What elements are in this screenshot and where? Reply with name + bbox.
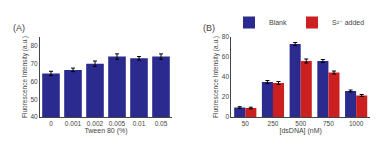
svg-text:1000: 1000 xyxy=(349,120,364,127)
svg-text:Blank: Blank xyxy=(269,19,287,26)
svg-text:250: 250 xyxy=(268,120,279,127)
svg-text:Tween 80 (%): Tween 80 (%) xyxy=(84,127,127,135)
svg-text:40: 40 xyxy=(30,113,38,120)
svg-text:60: 60 xyxy=(222,53,230,60)
svg-text:0.001: 0.001 xyxy=(65,120,82,127)
svg-text:60: 60 xyxy=(30,78,38,85)
svg-text:80: 80 xyxy=(30,42,38,49)
svg-text:0: 0 xyxy=(225,113,229,120)
svg-text:40: 40 xyxy=(222,73,230,80)
svg-text:0.005: 0.005 xyxy=(109,120,126,127)
svg-text:0: 0 xyxy=(49,120,53,127)
svg-text:80: 80 xyxy=(222,33,230,40)
svg-text:50: 50 xyxy=(242,120,250,127)
svg-text:50: 50 xyxy=(30,95,38,102)
svg-text:70: 70 xyxy=(30,60,38,67)
svg-text:0.01: 0.01 xyxy=(133,120,146,127)
svg-text:Fluorescence Intensity (a.u.): Fluorescence Intensity (a.u.) xyxy=(212,36,220,118)
svg-text:(A): (A) xyxy=(13,23,25,33)
svg-text:0.002: 0.002 xyxy=(87,120,104,127)
svg-text:500: 500 xyxy=(295,120,306,127)
svg-text:Fluorescence Intensity (a.u.): Fluorescence Intensity (a.u.) xyxy=(21,36,29,118)
svg-text:750: 750 xyxy=(323,120,334,127)
svg-text:[dsDNA] (nM): [dsDNA] (nM) xyxy=(279,127,321,135)
svg-text:20: 20 xyxy=(222,93,230,100)
svg-text:(B): (B) xyxy=(203,23,215,33)
svg-text:0.05: 0.05 xyxy=(155,120,168,127)
svg-text:S²⁻ added: S²⁻ added xyxy=(332,19,364,26)
